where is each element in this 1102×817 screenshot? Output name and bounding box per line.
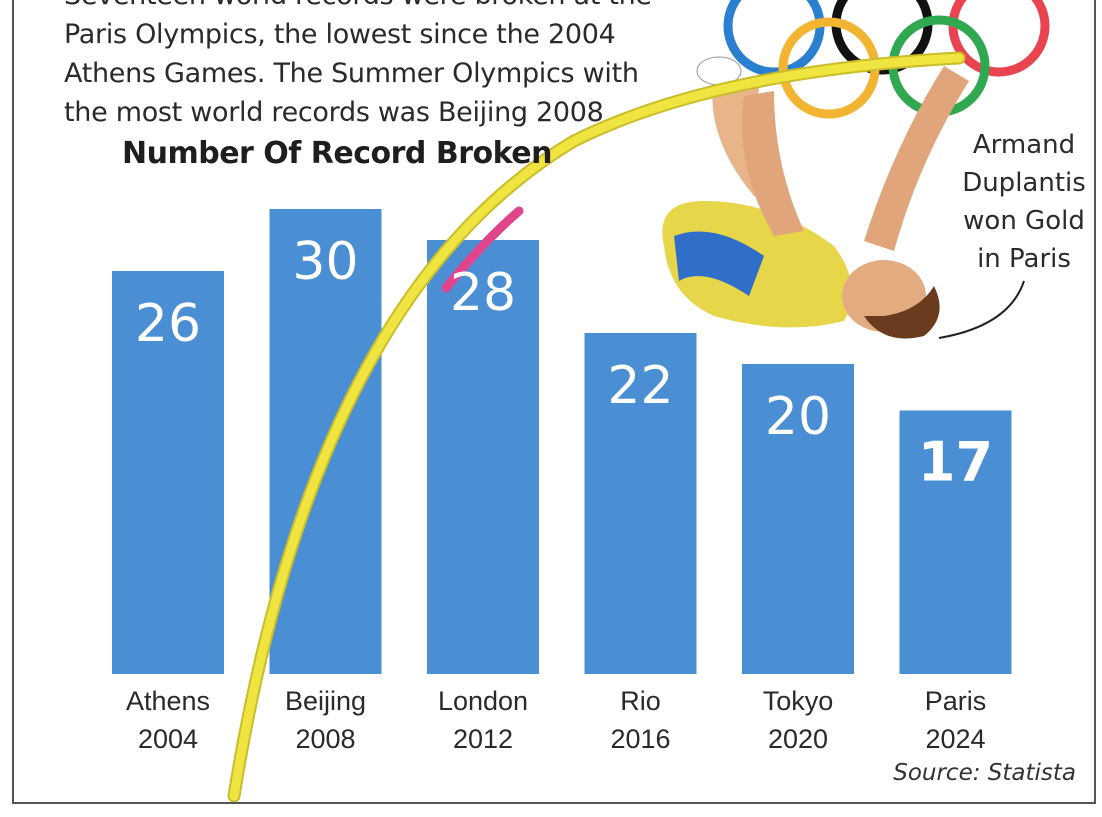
athlete-arm <box>742 91 804 236</box>
intro-text: Seventeen world records were broken at t… <box>64 0 704 132</box>
annotation-line: Armand <box>972 130 1076 160</box>
x-tick-label: Paris <box>925 686 987 716</box>
x-tick-label: Tokyo <box>763 686 834 716</box>
athlete-arm <box>864 66 969 251</box>
bar-tokyo <box>742 364 854 674</box>
olympic-ring <box>948 0 1050 77</box>
annotation-pointer <box>938 280 1025 339</box>
bar-value-label: 30 <box>292 232 358 292</box>
infographic-frame: Seventeen world records were broken at t… <box>12 0 1096 804</box>
x-tick-label: 2020 <box>768 724 828 754</box>
bar-paris <box>899 410 1012 674</box>
bar-value-label: 28 <box>450 263 516 323</box>
chart-title: Number Of Record Broken <box>122 136 552 171</box>
bar-london <box>427 240 539 674</box>
pole-grip-band <box>441 206 524 293</box>
athlete-illustration <box>662 56 969 339</box>
intro-line: the most world records was Beijing 2008 <box>64 97 604 128</box>
intro-line: Paris Olympics, the lowest since the 200… <box>64 19 616 50</box>
x-tick-label: London <box>438 686 528 716</box>
x-tick-label: Rio <box>620 686 661 716</box>
intro-line: Athens Games. The Summer Olympics with <box>64 58 639 89</box>
source-note: Source: Statista <box>893 760 1076 786</box>
x-tick-label: Beijing <box>285 686 366 716</box>
pole-body <box>229 53 964 801</box>
bar-value-label: 22 <box>607 356 673 416</box>
athlete-annotation: Armand Duplantis won Gold in Paris <box>944 126 1094 278</box>
bar-value-label: 26 <box>135 294 201 354</box>
bar-labels-layer: 26 Athens 2004 30 Beijing 2008 28 London 2012 22 R… <box>126 232 993 754</box>
bar-value-label: 20 <box>765 387 831 447</box>
x-tick-label: Athens <box>126 686 210 716</box>
bar-value-label: 17 <box>918 431 993 494</box>
annotation-line: Duplantis <box>962 168 1086 198</box>
annotation-line: in Paris <box>977 244 1071 274</box>
vaulting-pole <box>227 51 966 802</box>
bars-layer <box>112 209 1012 674</box>
intro-line: Seventeen world records were broken at t… <box>64 0 704 15</box>
bar-athens <box>112 271 224 674</box>
x-tick-label: 2024 <box>925 724 985 754</box>
olympic-ring <box>723 0 825 77</box>
athlete-hair <box>864 286 940 339</box>
annotation-line: won Gold <box>963 206 1085 236</box>
bar-rio <box>584 333 697 674</box>
athlete-kit-stripe <box>674 231 764 296</box>
x-tick-label: 2012 <box>453 724 513 754</box>
x-tick-label: 2008 <box>295 724 355 754</box>
chart: 26 Athens 2004 30 Beijing 2008 28 London 2012 22 R… <box>112 0 1050 802</box>
x-tick-label: 2016 <box>610 724 670 754</box>
x-tick-label: 2004 <box>138 724 198 754</box>
